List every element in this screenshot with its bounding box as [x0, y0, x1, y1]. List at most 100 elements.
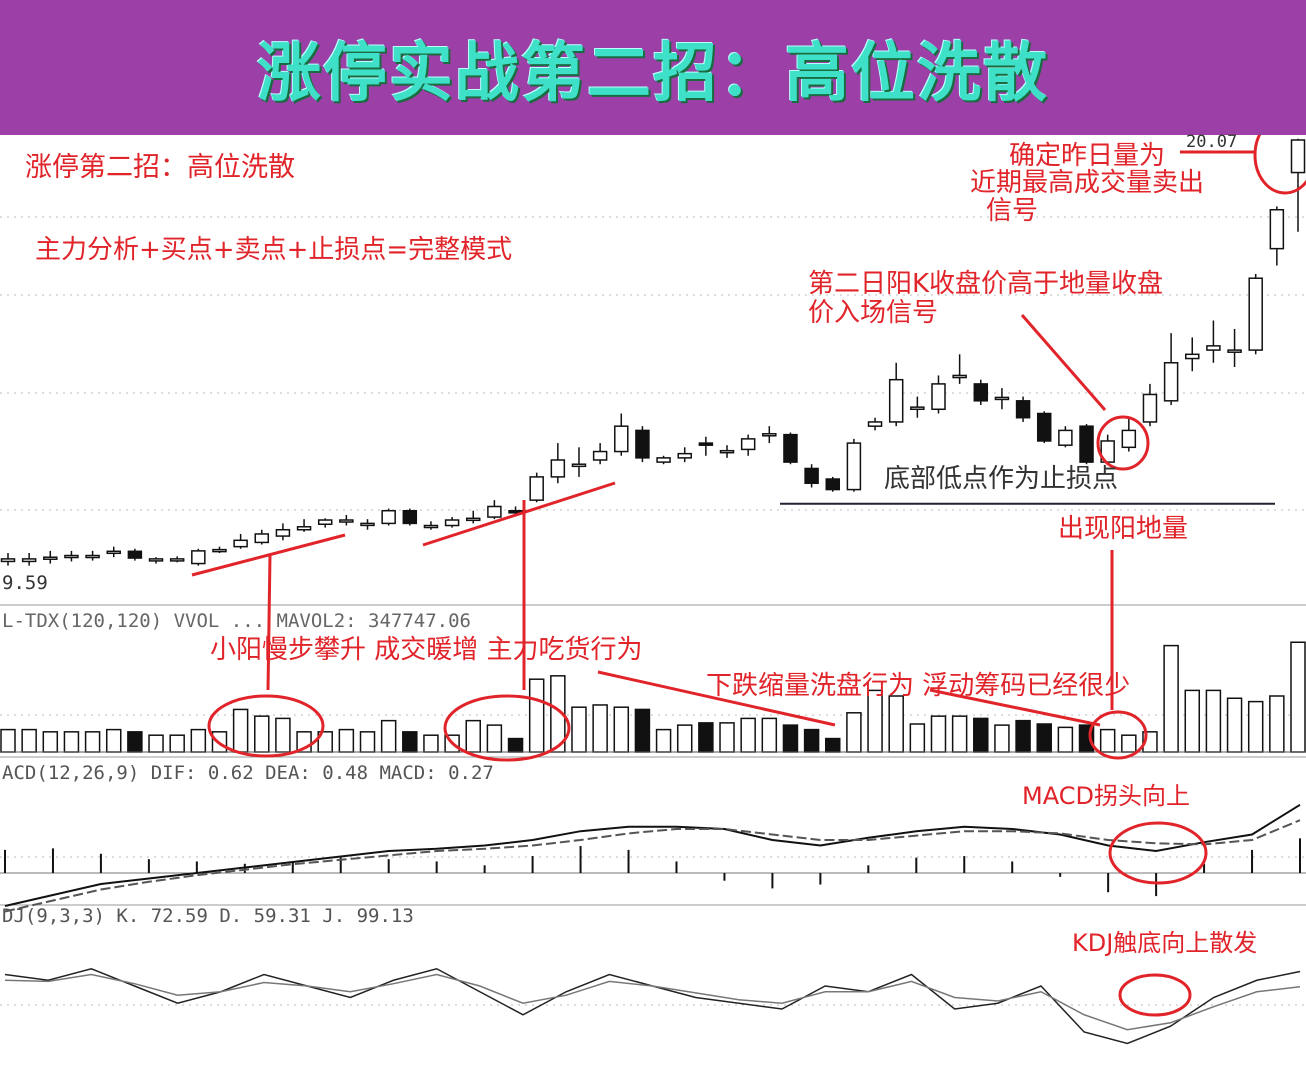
volume-bar	[803, 728, 820, 753]
entry-annotation: 第二日阳K收盘价高于地量收盘 价入场信号	[808, 270, 1163, 327]
candle-body	[1248, 277, 1263, 351]
kdj-annotation: KDJ触底向上散发	[1072, 929, 1258, 957]
candle-body	[296, 526, 312, 531]
sell-line-1: 确定昨日量为	[1009, 141, 1166, 171]
candle-body	[1290, 139, 1306, 174]
volume-circle-2	[443, 694, 571, 762]
macd-dea-line	[4, 819, 1301, 913]
candle-body	[1269, 208, 1285, 250]
volume-bar	[465, 719, 481, 753]
candle-body	[148, 558, 164, 562]
candle-body	[550, 459, 566, 478]
volume-bar	[338, 728, 355, 753]
volume-bar	[254, 715, 270, 753]
volume-bar	[402, 731, 418, 753]
candle-body	[846, 442, 862, 491]
candle-body	[43, 556, 58, 560]
volume-bar	[127, 731, 143, 753]
candle-body	[635, 429, 650, 459]
volume-bar	[1163, 644, 1179, 753]
macd-annotation: MACD拐头向上	[1022, 782, 1190, 810]
volume-circle-1	[207, 694, 325, 758]
candle-body	[487, 505, 502, 518]
candle-body	[888, 378, 904, 423]
volume-bar	[761, 717, 778, 753]
candle-body	[994, 396, 1010, 401]
candle-body	[444, 519, 460, 527]
candle-body	[740, 438, 756, 451]
volume-bar	[1036, 723, 1052, 753]
kdj-circle	[1118, 973, 1192, 1017]
pointer-line-4	[1020, 314, 1107, 411]
candle-body	[212, 548, 227, 553]
volume-bar	[1290, 641, 1306, 753]
volume-bar	[1184, 689, 1201, 753]
macd-indicator-label: ACD(12,26,9) DIF: 0.62 DEA: 0.48 MACD: 0…	[2, 762, 494, 784]
candle-body	[317, 519, 333, 525]
candle-body	[402, 509, 418, 525]
volume-bar	[190, 728, 207, 753]
candle-body	[952, 374, 967, 379]
stop-loss-annotation: 底部低点作为止损点	[884, 464, 1119, 494]
title-banner: 涨停实战第二招：高位洗散	[0, 0, 1306, 135]
pointer-line-1	[266, 554, 272, 691]
candle-body	[85, 554, 100, 559]
volume-bar	[951, 715, 968, 753]
volume-bar	[1205, 689, 1222, 753]
candle-body	[973, 383, 989, 402]
volume-bar	[148, 734, 164, 753]
volume-bar	[21, 728, 37, 753]
volume-bar	[275, 717, 291, 753]
candle-body	[529, 476, 544, 501]
candle-body	[339, 519, 354, 523]
candle-body	[867, 421, 883, 427]
candle-body	[1036, 412, 1052, 442]
volume-circle-3	[1088, 710, 1148, 760]
volume-bar	[634, 708, 651, 753]
volume-bar	[740, 717, 756, 753]
candle-body	[1142, 393, 1158, 423]
candle-body	[656, 457, 671, 463]
volume-bar	[0, 728, 16, 753]
entry-line-1: 第二日阳K收盘价高于地量收盘	[808, 269, 1164, 299]
candle-body	[275, 528, 291, 537]
volume-bar	[571, 706, 587, 753]
volume-bar	[84, 731, 101, 753]
candle-body	[1227, 349, 1242, 353]
candle-body	[169, 558, 185, 562]
volume-bar	[1057, 726, 1074, 753]
candle-body	[423, 524, 439, 529]
volume-bar	[1121, 734, 1137, 753]
candle-body	[381, 509, 396, 525]
candle-body	[0, 558, 16, 563]
sell-line-3: 信号	[986, 195, 1039, 226]
volume-bar	[423, 734, 439, 753]
volume-bar	[846, 712, 862, 753]
trend-line-2	[422, 481, 616, 547]
candle-body	[254, 533, 270, 544]
volume-bar	[825, 737, 841, 753]
candle-body	[233, 539, 248, 548]
volume-bar	[359, 731, 376, 753]
sell-line-2: 近期最高成交量卖出	[970, 168, 1205, 199]
banner-title: 涨停实战第二招：高位洗散	[257, 36, 1049, 111]
volume-bar	[1269, 695, 1285, 753]
price-high-label: 20.07	[1186, 132, 1238, 152]
candle-body	[931, 383, 946, 411]
price-low-label: 9.59	[2, 572, 48, 594]
candle-body	[191, 550, 206, 565]
volume-bar	[1226, 697, 1243, 753]
kdj-d-line	[4, 973, 1301, 1031]
volume-bar	[507, 737, 524, 753]
candle-body	[465, 517, 481, 522]
volume-bar	[105, 728, 122, 753]
volume-bar	[909, 723, 926, 753]
volume-bar	[486, 724, 503, 753]
candle-body	[910, 406, 925, 411]
volume-indicator-label: L-TDX(120,120) VVOL ... MAVOL2: 347747.0…	[2, 610, 471, 632]
kdj-indicator-label: DJ(9,3,3) K. 72.59 D. 59.31 J. 99.13	[2, 905, 414, 927]
volume-bar	[528, 678, 545, 753]
volume-bar	[655, 728, 672, 753]
formula-annotation: 主力分析+买点+卖点+止损点=完整模式	[35, 235, 513, 265]
